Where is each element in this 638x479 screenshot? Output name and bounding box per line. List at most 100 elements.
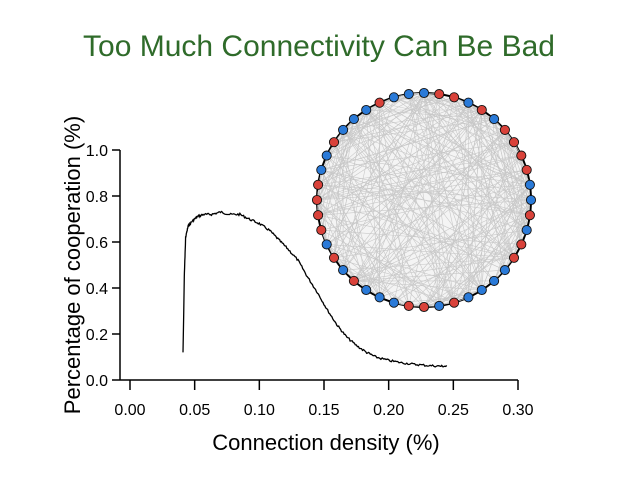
network-edge [333,142,380,298]
network-edge [316,109,367,201]
network-edge [366,199,532,291]
x-tick-label: 0.05 [179,402,210,419]
network-node [361,284,372,296]
network-edges [316,92,532,308]
network-edge [481,109,527,231]
network-edge [353,184,531,282]
network-nodes [311,87,537,313]
network-edge [321,169,530,216]
network-edge [468,142,515,298]
network-node [311,194,323,206]
network-edge [326,102,469,156]
network-node [328,252,340,263]
network-node [521,164,532,175]
network-edge [353,118,455,303]
network-edge [316,199,515,259]
network-node [388,92,399,103]
network-edge [379,92,425,298]
x-tick-label: 0.20 [373,402,404,419]
network-node [321,239,332,250]
network-edge [453,97,495,120]
network-node [449,92,460,103]
network-edge [468,109,483,298]
network-edge [326,118,495,245]
network-edge [343,257,515,271]
network-edge [333,92,425,258]
network-edge [333,92,425,143]
network-inset [311,87,537,313]
network-edge [468,102,515,258]
network-node [463,97,474,108]
network-node [403,89,414,100]
network-edge [343,97,455,131]
network-edge [423,169,527,308]
network-edge [393,97,532,201]
network-node [313,210,324,221]
network-edge [326,155,482,291]
y-tick-label: 0.2 [86,327,108,344]
network-edge [317,93,440,186]
network-node [476,104,487,116]
network-edge [333,109,482,143]
network-node [525,194,537,206]
network-node [418,87,430,99]
network-edge [321,169,395,303]
network-edge [504,229,527,271]
network-edge [408,184,531,307]
network-edge [393,155,522,303]
network-edge [316,155,522,201]
network-edge [513,169,527,258]
network-edge [453,97,483,291]
network-edge [342,269,380,298]
network-node [489,114,500,125]
network-edge [342,92,425,271]
network-node [516,239,527,250]
network-edge [321,129,344,231]
network-edge [353,269,505,282]
network-node [361,104,372,116]
network-edge [326,155,530,186]
slide-title: Too Much Connectivity Can Be Bad [83,30,555,63]
network-edge [439,289,482,307]
y-tick-label: 1.0 [86,143,108,160]
y-tick-label: 0.8 [86,189,108,206]
network-edge [408,94,440,306]
network-edge [342,102,380,271]
network-edge [321,119,355,231]
axes: 0.00 0.05 0.10 0.15 0.20 0.25 0.30 0.00.20.40.… [60,116,534,455]
network-edge [353,118,531,186]
network-edge [353,155,522,282]
network-edge [317,109,482,216]
network-edge [321,169,355,281]
network-edge [318,199,532,216]
network-node [316,164,327,175]
y-tick-label: 0.0 [86,373,108,390]
network-node [489,275,500,286]
network-edge [393,97,515,143]
x-tick-label: 0.25 [438,402,469,419]
network-edge [326,244,482,291]
y-ticks: 0.0 0.2 0.4 0.6 0.8 1.0 [86,143,120,390]
y-tick-label: 0.6 [86,235,108,252]
network-node [508,252,520,263]
network-edge [379,244,522,298]
network-edge [408,93,506,271]
network-node [499,124,510,135]
network-edge [343,109,482,131]
network-node [434,89,445,100]
network-edge [423,92,522,245]
network-edge [316,129,506,201]
network-edge [408,94,455,303]
x-tick-label: 0.00 [114,402,145,419]
network-edge [423,92,515,258]
network-node [321,150,332,161]
network-edge [438,184,531,307]
network-edge [342,102,469,271]
network-edge [326,155,440,307]
network-edge [318,214,515,259]
network-edge [342,102,380,131]
network-node [516,150,527,161]
network-edge [326,92,425,245]
network-edge [379,169,527,298]
